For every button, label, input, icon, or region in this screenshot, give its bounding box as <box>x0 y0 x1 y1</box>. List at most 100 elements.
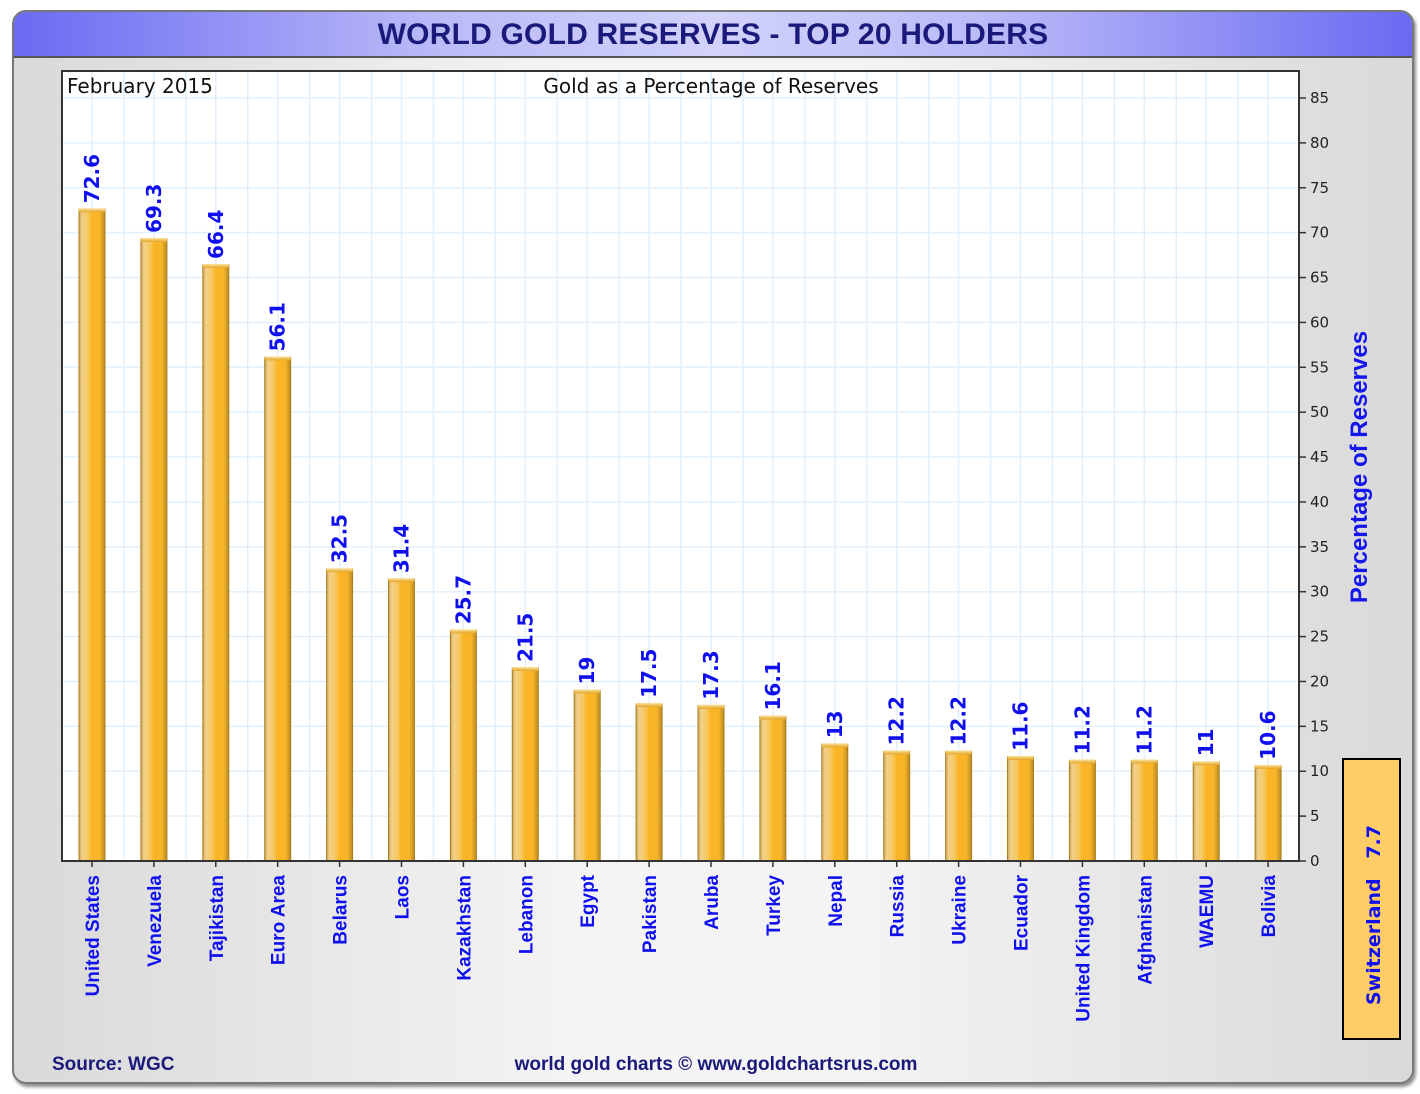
value-label: 72.6 <box>80 154 104 203</box>
category-label: Kazakhstan <box>454 875 475 981</box>
y-tick-label: 55 <box>1310 358 1329 376</box>
value-label: 11 <box>1194 728 1218 756</box>
credit-label: world gold charts © www.goldchartsrus.co… <box>514 1054 918 1075</box>
bar-cap <box>202 263 229 268</box>
bar <box>1007 756 1034 862</box>
y-tick-label: 10 <box>1310 762 1329 780</box>
bar <box>511 667 539 862</box>
category-label: Venezuela <box>145 875 166 967</box>
bar-cap <box>140 237 167 242</box>
category-label: Russia <box>888 875 909 938</box>
bars <box>78 208 1282 862</box>
bar-cap <box>821 743 848 748</box>
bar-cap <box>574 689 601 694</box>
category-label: Aruba <box>702 875 723 930</box>
value-label: 12.2 <box>947 696 971 745</box>
bar <box>945 750 973 862</box>
bar <box>759 715 787 862</box>
value-label: 66.4 <box>204 210 228 259</box>
y-axis: 0 5 10 15 20 25 30 35 40 45 50 55 60 65 70 75 80 85 <box>1299 89 1329 870</box>
value-label: 17.3 <box>699 650 723 699</box>
bar-cap <box>1007 755 1034 760</box>
y-tick-label: 70 <box>1310 224 1329 242</box>
category-label: Turkey <box>764 875 785 936</box>
bar-cap <box>883 750 910 755</box>
value-label: 11.2 <box>1070 705 1094 754</box>
value-label: 10.6 <box>1256 710 1280 759</box>
value-labels: 72.6 69.3 66.4 56.1 32.5 31.4 25.7 21.5 19 17.5 17… <box>80 154 1280 760</box>
y-tick-label: 30 <box>1310 583 1329 601</box>
bar <box>573 689 601 862</box>
inset-value: 7.7 <box>1363 825 1385 859</box>
y-tick-label: 35 <box>1310 538 1329 556</box>
value-label: 11.2 <box>1132 705 1156 754</box>
bar-cap <box>945 750 972 755</box>
bar-cap <box>698 704 724 709</box>
bar <box>697 705 725 862</box>
x-axis: United States Venezuela Tajikistan Euro Are… <box>83 861 1280 1022</box>
value-label: 11.6 <box>1009 702 1033 751</box>
date-label: February 2015 <box>67 74 213 98</box>
bar-cap <box>759 715 786 720</box>
y-tick-label: 0 <box>1310 852 1320 870</box>
value-label: 69.3 <box>142 184 166 233</box>
bar-cap <box>450 629 477 634</box>
bar <box>883 750 911 862</box>
y-tick-label: 45 <box>1310 448 1329 466</box>
y-tick-label: 65 <box>1310 269 1329 287</box>
y-axis-label: Percentage of Reserves <box>1346 331 1373 603</box>
category-label: Tajikistan <box>207 875 228 961</box>
chart-title: WORLD GOLD RESERVES - TOP 20 HOLDERS <box>377 18 1049 51</box>
bar <box>202 264 230 862</box>
bar-cap <box>1069 759 1096 764</box>
bar <box>78 208 106 862</box>
category-label: United Kingdom <box>1073 875 1094 1022</box>
bar-cap <box>1255 764 1282 769</box>
category-label: Nepal <box>826 875 847 927</box>
category-label: United States <box>83 875 104 996</box>
bar-cap <box>79 208 105 213</box>
value-label: 17.5 <box>637 649 661 698</box>
source-label: Source: WGC <box>52 1054 175 1075</box>
bar <box>140 238 168 862</box>
plot-border <box>61 70 1300 862</box>
y-tick-label: 60 <box>1310 313 1329 331</box>
bar <box>1254 765 1282 862</box>
value-label: 56.1 <box>266 302 290 351</box>
bar-cap <box>388 578 415 583</box>
switzerland-inset: 7.7 Switzerland <box>1342 758 1401 1040</box>
bar <box>635 703 663 862</box>
value-label: 25.7 <box>451 575 475 624</box>
y-tick-label: 80 <box>1310 134 1329 152</box>
y-tick-label: 5 <box>1310 807 1320 825</box>
category-label: Ecuador <box>1012 874 1033 951</box>
bar-cap <box>264 356 291 361</box>
value-label: 31.4 <box>390 524 414 573</box>
plot-subtitle: Gold as a Percentage of Reserves <box>543 74 878 98</box>
category-label: Egypt <box>578 874 599 927</box>
category-label: Laos <box>393 875 414 919</box>
category-label: Ukraine <box>950 875 971 945</box>
category-label: Pakistan <box>640 875 661 953</box>
category-label: Euro Area <box>269 875 290 966</box>
title-bar: WORLD GOLD RESERVES - TOP 20 HOLDERS <box>14 12 1412 58</box>
y-tick-label: 20 <box>1310 672 1329 690</box>
bar <box>1130 759 1158 862</box>
y-tick-label: 40 <box>1310 493 1329 511</box>
category-label: Lebanon <box>516 875 537 954</box>
y-tick-label: 85 <box>1310 89 1329 107</box>
bar-cap <box>636 702 663 707</box>
value-label: 32.5 <box>328 514 352 563</box>
value-label: 21.5 <box>513 613 537 662</box>
bar <box>449 629 477 862</box>
bar-cap <box>512 667 539 672</box>
bar-cap <box>1131 759 1158 764</box>
bar-cap <box>1193 761 1220 766</box>
category-label: Belarus <box>331 875 352 945</box>
value-label: 19 <box>575 657 599 685</box>
y-tick-label: 75 <box>1310 179 1329 197</box>
inset-box <box>1342 758 1401 1040</box>
inset-country: Switzerland <box>1363 878 1385 1005</box>
bar <box>264 356 292 862</box>
